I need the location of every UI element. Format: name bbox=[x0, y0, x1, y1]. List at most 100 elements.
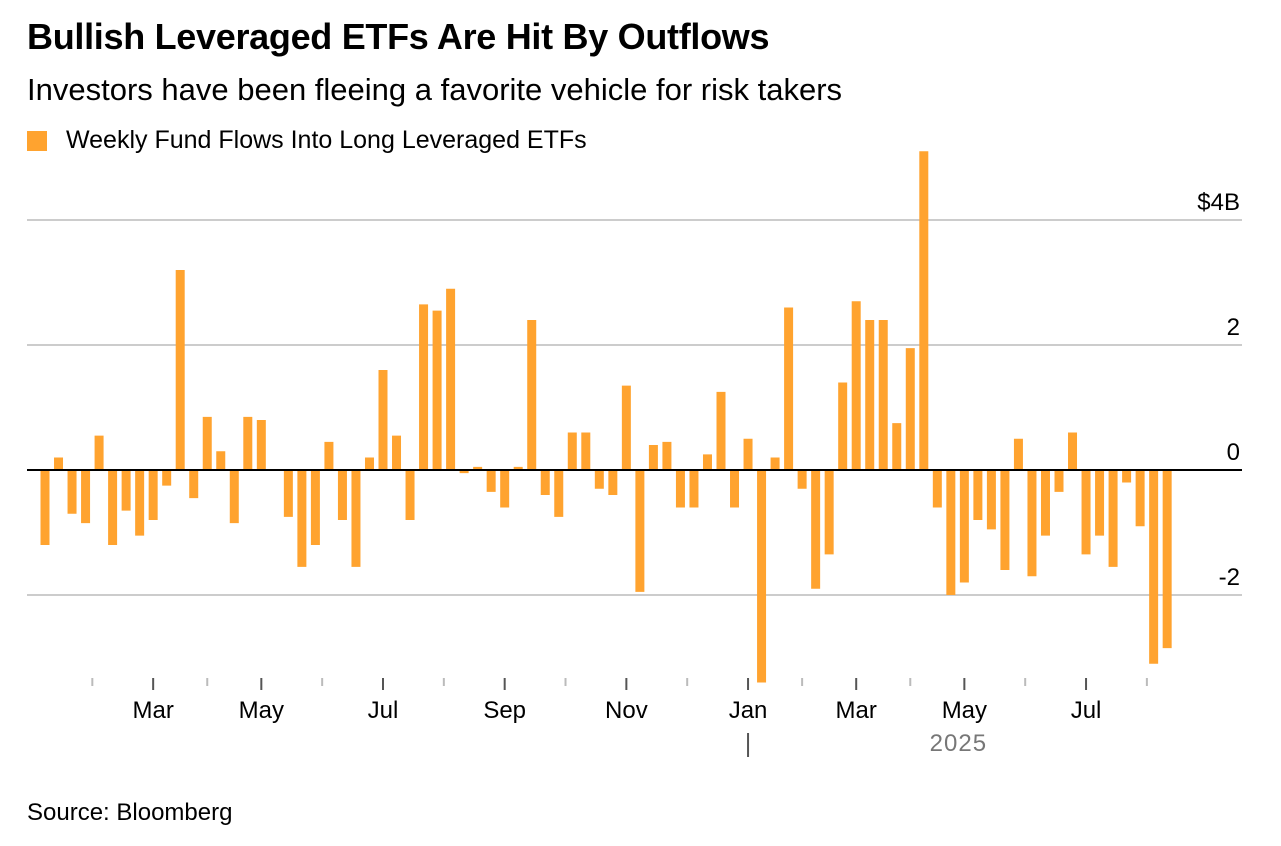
chart-title: Bullish Leveraged ETFs Are Hit By Outflo… bbox=[27, 16, 770, 57]
bar bbox=[67, 470, 77, 514]
bar bbox=[1040, 470, 1050, 536]
bar bbox=[446, 288, 456, 470]
x-tick-label: May bbox=[942, 697, 987, 724]
x-tick-label: Jul bbox=[368, 697, 399, 724]
x-tick-label: Mar bbox=[132, 697, 173, 724]
bar bbox=[1027, 470, 1037, 577]
bar bbox=[811, 470, 821, 589]
bar bbox=[865, 320, 875, 470]
bar bbox=[135, 470, 145, 536]
bar bbox=[702, 454, 712, 471]
bar bbox=[1122, 470, 1132, 483]
bar bbox=[851, 301, 861, 470]
bar bbox=[878, 320, 888, 470]
x-tick-label: Nov bbox=[605, 697, 648, 724]
bar bbox=[770, 457, 780, 470]
bar bbox=[189, 470, 199, 499]
bar bbox=[757, 470, 767, 683]
chart-subtitle: Investors have been fleeing a favorite v… bbox=[27, 72, 843, 107]
bar bbox=[473, 466, 483, 471]
bar bbox=[392, 435, 402, 471]
y-tick-label: 2 bbox=[1227, 314, 1240, 341]
x-tick-label: Jan bbox=[729, 697, 768, 724]
bar bbox=[500, 470, 510, 508]
bar bbox=[121, 470, 131, 511]
bar bbox=[946, 470, 956, 595]
bar bbox=[297, 470, 307, 567]
bar bbox=[310, 470, 320, 545]
legend: Weekly Fund Flows Into Long Leveraged ET… bbox=[27, 126, 587, 155]
x-tick-label: Mar bbox=[836, 697, 877, 724]
bar bbox=[175, 270, 185, 470]
bar bbox=[513, 466, 523, 471]
bar bbox=[784, 307, 794, 470]
bar bbox=[743, 438, 753, 470]
bar bbox=[608, 470, 618, 495]
bar bbox=[1081, 470, 1091, 555]
bar bbox=[1135, 470, 1145, 527]
bar bbox=[94, 435, 104, 471]
bar bbox=[405, 470, 415, 520]
bar bbox=[54, 457, 64, 470]
bar bbox=[675, 470, 685, 508]
bar bbox=[959, 470, 969, 583]
bar bbox=[662, 441, 672, 471]
bar bbox=[162, 470, 172, 486]
bar bbox=[905, 348, 915, 471]
bar bbox=[1054, 470, 1064, 492]
bar bbox=[324, 441, 334, 471]
year-label: 2025 bbox=[930, 730, 987, 757]
bar bbox=[838, 382, 848, 470]
bar bbox=[1095, 470, 1105, 536]
bar bbox=[1108, 470, 1118, 567]
bars bbox=[40, 151, 1172, 683]
bar bbox=[527, 320, 537, 470]
bar bbox=[81, 470, 91, 524]
bar bbox=[256, 420, 266, 470]
y-tick-label: -2 bbox=[1219, 564, 1240, 591]
bar bbox=[581, 432, 591, 470]
bar bbox=[108, 470, 118, 545]
bar bbox=[932, 470, 942, 508]
bar bbox=[730, 470, 740, 508]
bar bbox=[337, 470, 347, 520]
bar bbox=[40, 470, 50, 545]
bar bbox=[1162, 470, 1172, 649]
bar bbox=[283, 470, 293, 517]
bar bbox=[824, 470, 834, 555]
legend-swatch bbox=[27, 130, 47, 151]
bar bbox=[229, 470, 239, 524]
bar bbox=[797, 470, 807, 489]
bar bbox=[1149, 470, 1159, 664]
bar bbox=[554, 470, 564, 517]
bar bbox=[459, 470, 469, 474]
bar bbox=[621, 385, 631, 471]
bar bbox=[216, 451, 226, 470]
bar bbox=[567, 432, 577, 470]
bar bbox=[540, 470, 550, 495]
bar bbox=[378, 370, 388, 470]
bar bbox=[635, 470, 645, 592]
bar bbox=[892, 423, 902, 471]
x-tick-label: Sep bbox=[483, 697, 526, 724]
bar bbox=[1013, 438, 1023, 470]
bar bbox=[148, 470, 158, 520]
bar bbox=[351, 470, 361, 567]
bar bbox=[594, 470, 604, 489]
bar bbox=[919, 151, 929, 470]
bar bbox=[986, 470, 996, 530]
bar bbox=[419, 304, 429, 471]
bar bbox=[648, 445, 658, 470]
axes: $4B 2 0 -2 Mar May Jul Sep Nov Jan Mar May Jul 2025 bbox=[27, 189, 1242, 757]
bar bbox=[1000, 470, 1010, 570]
bar bbox=[716, 391, 726, 471]
y-tick-label: $4B bbox=[1197, 189, 1240, 216]
source-note: Source: Bloomberg bbox=[27, 799, 233, 826]
x-tick-label: Jul bbox=[1071, 697, 1102, 724]
gridlines bbox=[27, 219, 1242, 596]
bar bbox=[202, 416, 212, 471]
bar bbox=[1068, 432, 1078, 470]
bar bbox=[689, 470, 699, 508]
legend-label: Weekly Fund Flows Into Long Leveraged ET… bbox=[66, 126, 587, 154]
